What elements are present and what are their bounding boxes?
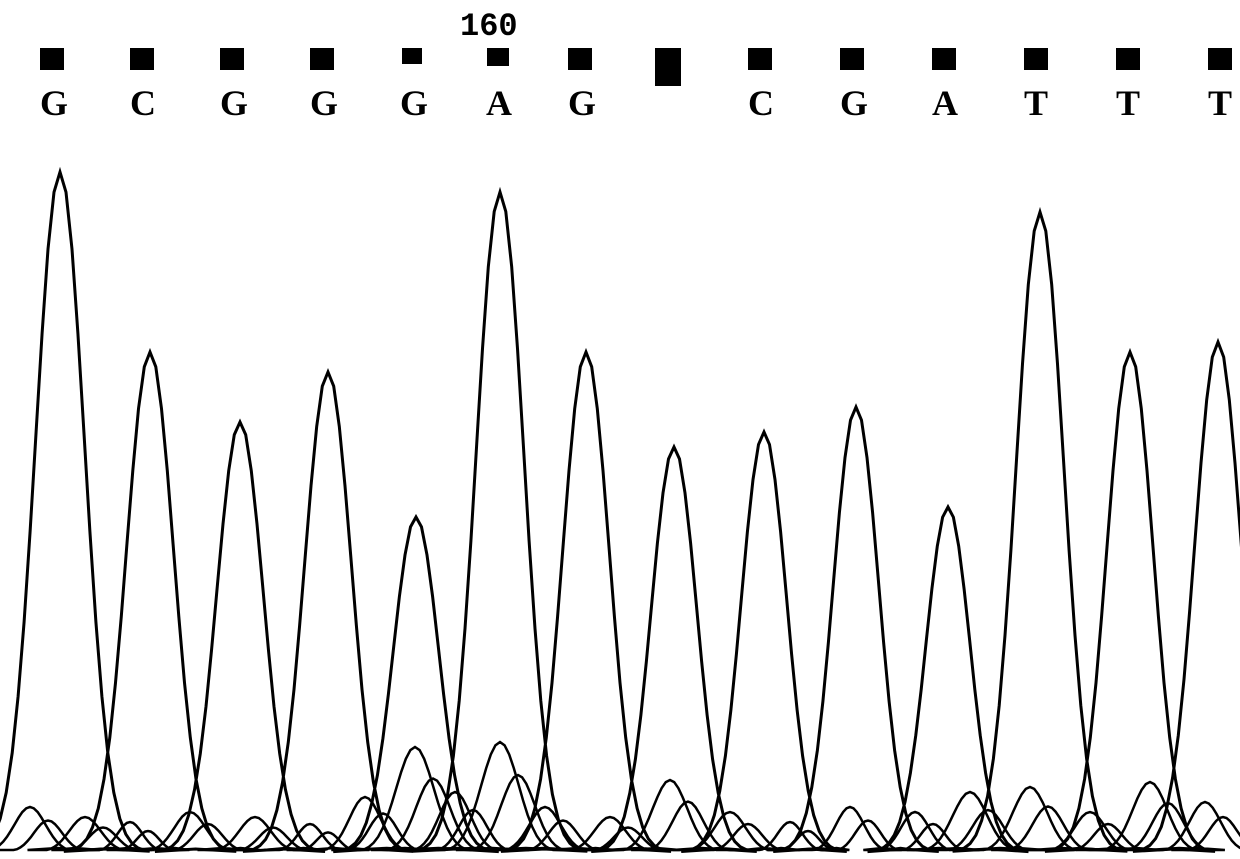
- quality-marker: [840, 48, 864, 70]
- base-label: G: [400, 82, 428, 124]
- base-label: T: [1116, 82, 1140, 124]
- quality-marker: [1208, 48, 1232, 70]
- quality-marker: [1116, 48, 1140, 70]
- base-label: C: [130, 82, 156, 124]
- base-call-row: GCGGGAGCGATTT: [0, 82, 1240, 122]
- base-label: T: [1024, 82, 1048, 124]
- position-number-label: 160: [460, 8, 518, 45]
- quality-marker: [402, 48, 422, 64]
- quality-marker: [655, 48, 681, 86]
- quality-marker: [1024, 48, 1048, 70]
- base-label: C: [748, 82, 774, 124]
- quality-marker: [130, 48, 154, 70]
- base-label: G: [40, 82, 68, 124]
- chromatogram-plot-area: [0, 150, 1240, 854]
- quality-markers-row: [0, 48, 1240, 78]
- base-label: G: [310, 82, 338, 124]
- noise-chromatogram-trace: [0, 742, 1240, 850]
- quality-marker: [310, 48, 334, 70]
- base-label: G: [220, 82, 248, 124]
- quality-marker: [487, 48, 509, 66]
- base-label: A: [486, 82, 512, 124]
- chromatogram-svg: [0, 150, 1240, 854]
- base-label: G: [568, 82, 596, 124]
- quality-marker: [40, 48, 64, 70]
- base-label: T: [1208, 82, 1232, 124]
- noise-peaks-trace: [0, 742, 1240, 850]
- quality-marker: [220, 48, 244, 70]
- base-label: G: [840, 82, 868, 124]
- quality-marker: [568, 48, 592, 70]
- main-peaks-trace: [0, 172, 1240, 852]
- quality-marker: [932, 48, 956, 70]
- main-chromatogram-trace: [0, 172, 1240, 852]
- base-label: A: [932, 82, 958, 124]
- quality-marker: [748, 48, 772, 70]
